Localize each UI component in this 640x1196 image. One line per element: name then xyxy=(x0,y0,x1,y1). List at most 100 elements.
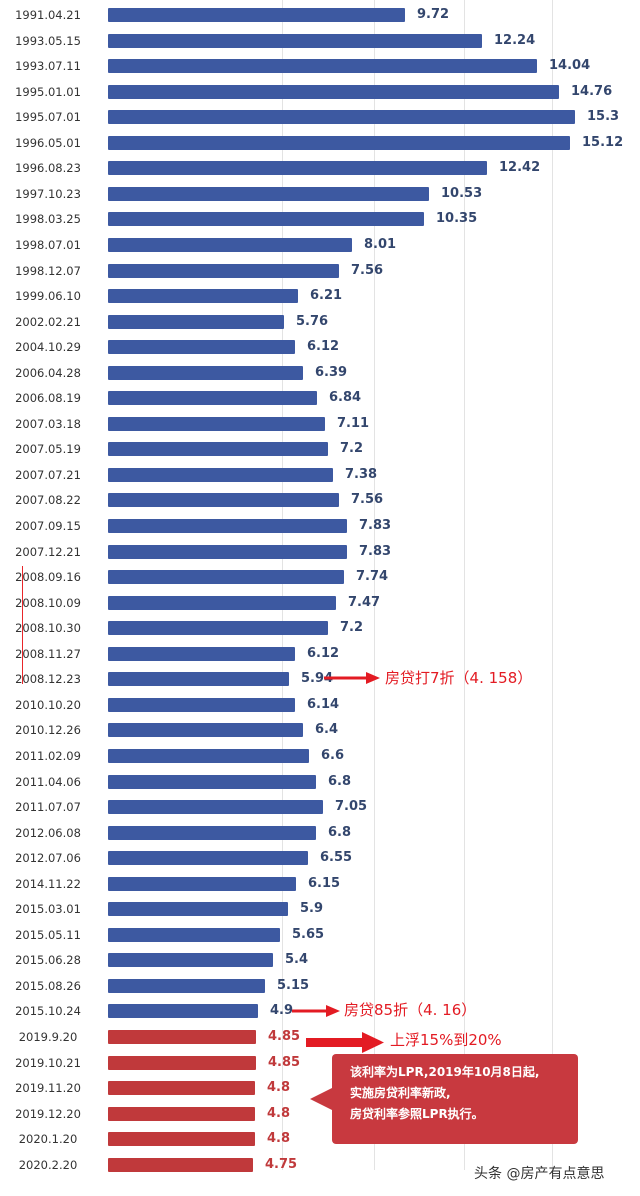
value-label: 5.15 xyxy=(277,978,310,993)
rate-bar xyxy=(108,110,575,124)
date-tick-label: 1995.07.01 xyxy=(15,110,81,124)
rate-bar xyxy=(108,59,537,73)
date-tick-label: 2014.11.22 xyxy=(15,877,81,891)
gridline xyxy=(552,0,553,1170)
value-label: 14.76 xyxy=(571,84,613,99)
rate-bar xyxy=(108,953,273,967)
date-tick-label: 1999.06.10 xyxy=(15,289,81,303)
value-label: 7.74 xyxy=(356,569,389,584)
rate-bar xyxy=(108,647,295,661)
date-tick-label: 2019.9.20 xyxy=(18,1030,78,1044)
rate-bar xyxy=(108,391,317,405)
period-marker-line xyxy=(22,566,23,684)
date-tick-label: 2008.11.27 xyxy=(15,647,81,661)
value-label: 5.65 xyxy=(292,927,325,942)
value-label: 6.4 xyxy=(315,722,339,737)
annotation-discount-2015: 房贷85折（4. 16） xyxy=(344,1001,477,1019)
date-tick-label: 2007.09.15 xyxy=(15,519,81,533)
date-tick-label: 2002.02.21 xyxy=(15,315,81,329)
callout-line: 实施房贷利率新政, xyxy=(350,1086,451,1100)
date-tick-label: 1996.05.01 xyxy=(15,136,81,150)
rate-bar xyxy=(108,519,347,533)
rate-bar xyxy=(108,1107,255,1121)
rate-bar xyxy=(108,85,559,99)
gridline xyxy=(282,0,283,1170)
date-tick-label: 2015.05.11 xyxy=(15,928,81,942)
rate-bar xyxy=(108,366,303,380)
date-tick-label: 2008.10.09 xyxy=(15,596,81,610)
date-tick-label: 2006.08.19 xyxy=(15,391,81,405)
value-label: 5.94 xyxy=(301,671,334,686)
rate-bar xyxy=(108,928,280,942)
rate-bar xyxy=(108,570,344,584)
value-label: 5.4 xyxy=(285,952,309,967)
date-tick-label: 2011.02.09 xyxy=(15,749,81,763)
date-tick-label: 2007.07.21 xyxy=(15,468,81,482)
rate-bar xyxy=(108,672,289,686)
date-tick-label: 2019.10.21 xyxy=(15,1056,81,1070)
value-label: 7.05 xyxy=(335,799,368,814)
arrow-icon xyxy=(324,672,380,684)
rate-bar xyxy=(108,775,316,789)
rate-bar xyxy=(108,979,265,993)
date-tick-label: 1998.12.07 xyxy=(15,264,81,278)
date-tick-label: 2007.03.18 xyxy=(15,417,81,431)
date-tick-label: 2008.09.16 xyxy=(15,570,81,584)
date-tick-label: 2008.10.30 xyxy=(15,621,81,635)
date-tick-label: 2019.12.20 xyxy=(15,1107,81,1121)
value-label: 6.12 xyxy=(307,339,340,354)
value-label: 6.8 xyxy=(328,825,352,840)
value-label: 4.85 xyxy=(268,1055,301,1070)
date-tick-label: 2012.07.06 xyxy=(15,851,81,865)
date-tick-label: 2012.06.08 xyxy=(15,826,81,840)
value-label: 7.56 xyxy=(351,492,384,507)
date-tick-label: 1995.01.01 xyxy=(15,85,81,99)
annotation-float-2019: 上浮15%到20% xyxy=(390,1031,502,1049)
rate-bar xyxy=(108,315,284,329)
lpr-callout-box: 该利率为LPR,2019年10月8日起, 实施房贷利率新政, 房贷利率参照LPR… xyxy=(332,1054,578,1144)
value-label: 6.14 xyxy=(307,697,340,712)
date-tick-label: 1998.07.01 xyxy=(15,238,81,252)
value-label: 6.84 xyxy=(329,390,362,405)
date-tick-label: 2019.11.20 xyxy=(15,1081,81,1095)
rate-bar xyxy=(108,877,296,891)
date-tick-label: 1997.10.23 xyxy=(15,187,81,201)
value-label: 7.11 xyxy=(337,416,370,431)
callout-line: 该利率为LPR,2019年10月8日起, xyxy=(350,1065,540,1079)
value-label: 5.76 xyxy=(296,314,329,329)
date-tick-label: 2015.06.28 xyxy=(15,953,81,967)
date-tick-label: 2015.08.26 xyxy=(15,979,81,993)
date-tick-label: 2020.2.20 xyxy=(18,1158,78,1172)
rate-bar xyxy=(108,136,570,150)
rate-bar xyxy=(108,417,325,431)
rate-bar xyxy=(108,493,339,507)
value-label: 15.12 xyxy=(582,135,624,150)
date-tick-label: 1991.04.21 xyxy=(15,8,81,22)
date-tick-label: 1993.07.11 xyxy=(15,59,81,73)
rate-bar xyxy=(108,1030,256,1044)
date-tick-label: 2006.04.28 xyxy=(15,366,81,380)
value-label: 8.01 xyxy=(364,237,397,252)
rate-bar xyxy=(108,749,309,763)
watermark: 头条 @房产有点意思 xyxy=(474,1166,605,1182)
value-label: 4.85 xyxy=(268,1029,301,1044)
value-label: 6.55 xyxy=(320,850,353,865)
callout-line: 房贷利率参照LPR执行。 xyxy=(350,1107,484,1121)
value-label: 6.15 xyxy=(308,876,341,891)
arrow-icon xyxy=(292,1005,340,1017)
value-label: 7.2 xyxy=(340,620,364,635)
value-label: 6.8 xyxy=(328,774,352,789)
value-label: 4.9 xyxy=(270,1003,294,1018)
value-label: 7.38 xyxy=(345,467,378,482)
rate-bar xyxy=(108,238,352,252)
date-tick-label: 2007.08.22 xyxy=(15,493,81,507)
value-label: 5.9 xyxy=(300,901,324,916)
rate-bar xyxy=(108,851,308,865)
date-tick-label: 2011.07.07 xyxy=(15,800,81,814)
rate-bar xyxy=(108,8,405,22)
rate-bar xyxy=(108,596,336,610)
arrow-icon xyxy=(306,1032,384,1053)
value-label: 6.21 xyxy=(310,288,343,303)
rate-bar xyxy=(108,1132,255,1146)
